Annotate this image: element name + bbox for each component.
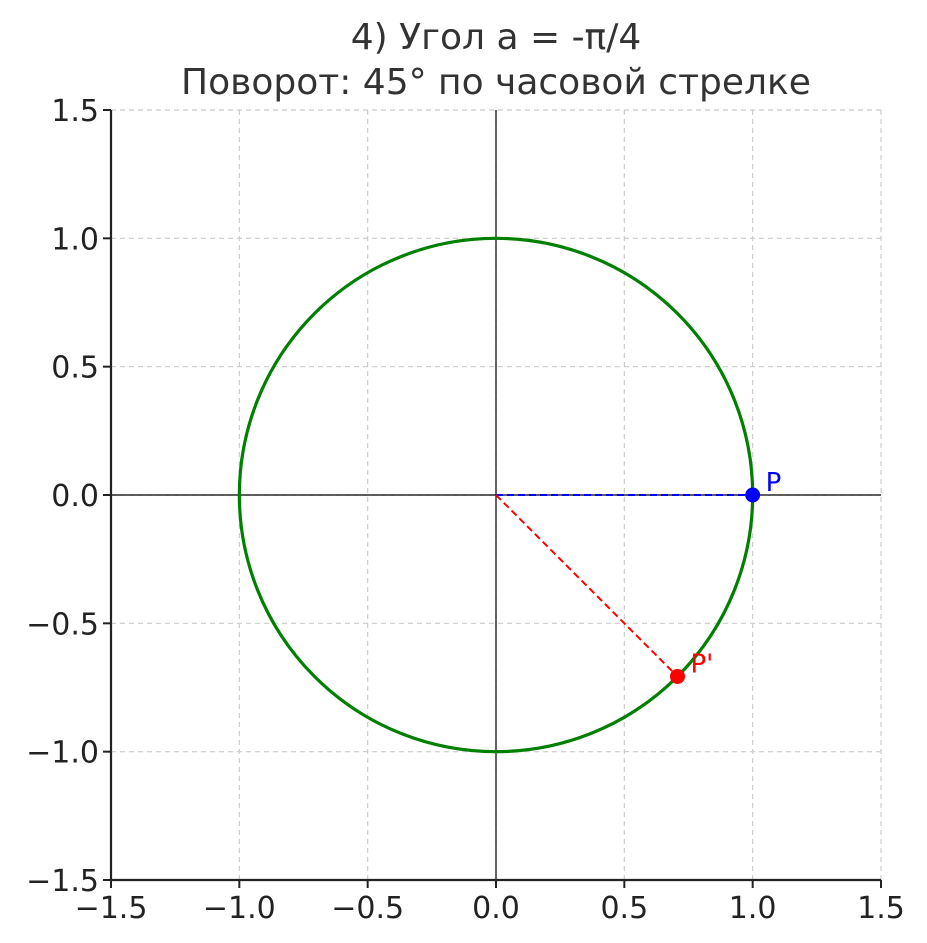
x-tick-label: −0.5 — [331, 891, 404, 926]
point-p-prime — [669, 668, 685, 684]
y-tick-label: 1.5 — [51, 94, 99, 129]
y-tick-label: 0.0 — [51, 479, 99, 514]
y-tick-label: −1.5 — [26, 864, 99, 899]
y-tick-label: −1.0 — [26, 736, 99, 771]
x-tick-label: 1.5 — [857, 891, 905, 926]
tick-labels: −1.5 −1.0 −0.5 0.0 0.5 1.0 1.5 −1.5 −1.0 −0.5 0.0 0… — [26, 94, 905, 926]
x-tick-label: −1.5 — [75, 891, 148, 926]
y-tick-label: −0.5 — [26, 607, 99, 642]
y-tick-label: 1.0 — [51, 222, 99, 257]
point-p — [745, 487, 761, 503]
x-tick-label: 0.0 — [472, 891, 520, 926]
x-tick-label: −1.0 — [203, 891, 276, 926]
chart-subtitle: Поворот: 45° по часовой стрелке — [181, 62, 811, 103]
point-label-p: P — [766, 468, 782, 498]
chart-title: 4) Угол a = -π/4 — [351, 17, 642, 58]
plot-data: P P' — [237, 236, 782, 754]
x-tick-label: 0.5 — [600, 891, 648, 926]
y-tick-label: 0.5 — [51, 351, 99, 386]
segment-p-prime — [495, 494, 679, 678]
point-label-p-prime: P' — [690, 649, 713, 679]
x-tick-label: 1.0 — [729, 891, 777, 926]
